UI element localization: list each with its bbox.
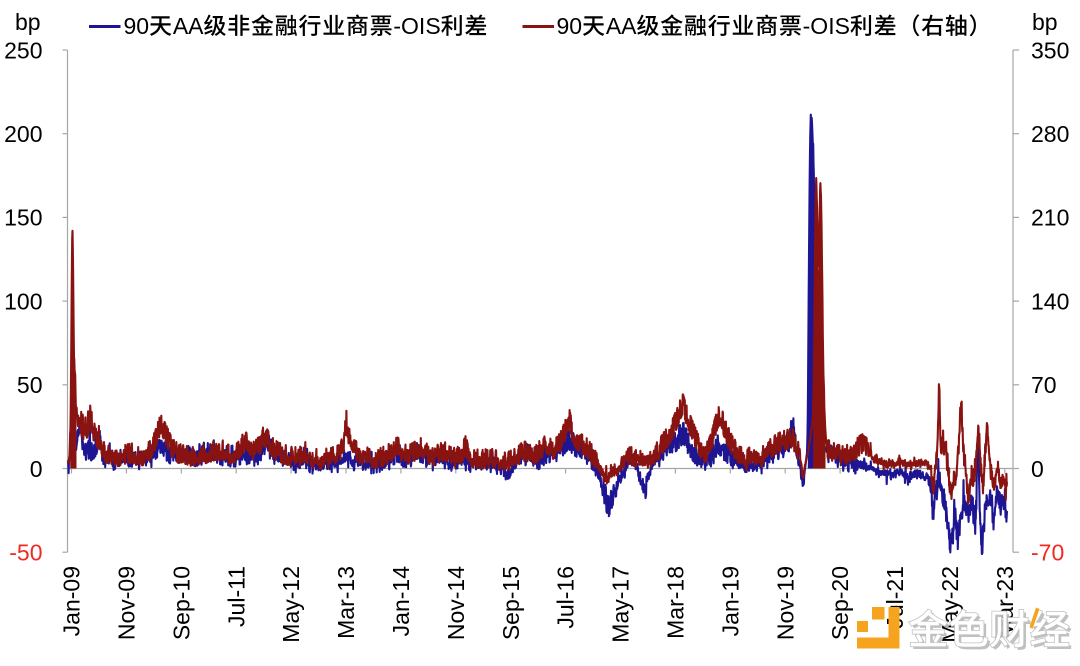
svg-text:May-17: May-17 [608,566,634,643]
svg-text:Sep-15: Sep-15 [498,566,524,640]
svg-text:140: 140 [1031,288,1069,314]
svg-text:Jan-14: Jan-14 [388,566,414,637]
svg-text:280: 280 [1031,121,1069,147]
svg-text:Nov-09: Nov-09 [113,566,139,640]
svg-text:-50: -50 [9,540,42,566]
svg-text:100: 100 [4,288,42,314]
svg-text:250: 250 [4,37,42,63]
svg-text:-OIS: -OIS [803,13,850,39]
svg-text:Mar-18: Mar-18 [662,566,688,639]
svg-text:Nov-14: Nov-14 [443,566,469,640]
svg-text:90: 90 [124,13,150,39]
svg-text:350: 350 [1031,37,1069,63]
svg-text:Jan-09: Jan-09 [59,566,85,636]
svg-text:bp: bp [1032,9,1058,35]
svg-text:bp: bp [15,9,41,35]
svg-text:Jul-16: Jul-16 [553,566,579,629]
svg-text:Jul-11: Jul-11 [223,566,249,627]
svg-text:150: 150 [4,205,42,231]
svg-text:0: 0 [30,456,43,482]
svg-text:Nov-19: Nov-19 [772,566,798,640]
svg-text:0: 0 [1031,456,1044,482]
svg-text:-OIS: -OIS [393,13,440,39]
svg-text:-70: -70 [1031,540,1064,566]
svg-text:Jan-19: Jan-19 [717,566,743,636]
svg-text:50: 50 [17,372,43,398]
svg-text:Sep-10: Sep-10 [168,566,194,640]
svg-text:90: 90 [557,13,583,39]
svg-text:AA: AA [606,13,637,39]
svg-text:May-12: May-12 [278,566,304,643]
svg-text:Sep-20: Sep-20 [827,566,853,640]
svg-text:210: 210 [1031,205,1069,231]
svg-text:200: 200 [4,121,42,147]
svg-text:Mar-13: Mar-13 [333,566,359,639]
svg-text:70: 70 [1031,372,1057,398]
svg-text:AA: AA [173,13,204,39]
